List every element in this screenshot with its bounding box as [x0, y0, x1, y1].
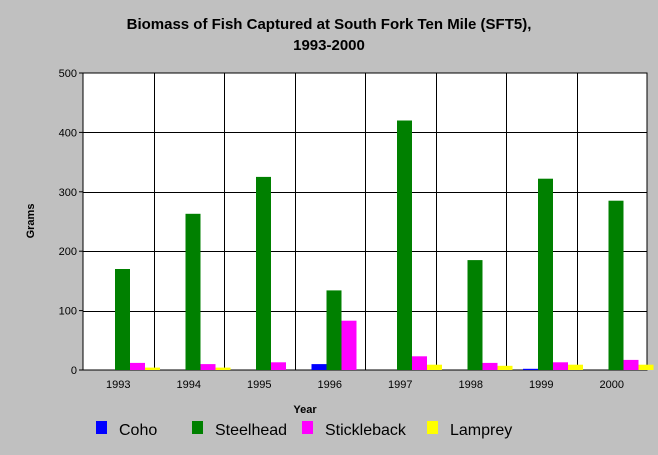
x-tick-label: 1998: [459, 379, 483, 391]
x-tick-label: 1999: [529, 379, 553, 391]
bar-stickleback: [412, 356, 427, 370]
x-tick-label: 1994: [177, 379, 201, 391]
y-tick-label: 100: [59, 306, 77, 318]
legend-label-stickleback: Stickleback: [325, 422, 407, 439]
bar-stickleback: [271, 362, 286, 370]
bar-coho: [523, 368, 538, 370]
x-tick-label: 1993: [106, 379, 130, 391]
bar-stickleback: [341, 320, 357, 370]
bar-steelhead: [326, 290, 342, 370]
x-tick-label: 1995: [247, 379, 271, 391]
y-tick-label: 200: [59, 246, 77, 258]
chart-title-line-2: 1993-2000: [293, 37, 365, 54]
x-tick-label: 1996: [318, 379, 342, 391]
bar-stickleback: [130, 362, 145, 370]
bar-steelhead: [115, 269, 130, 370]
bar-steelhead: [467, 260, 483, 370]
y-tick-label: 400: [59, 127, 77, 139]
x-tick-label: 1997: [388, 379, 412, 391]
legend-swatch-coho: [96, 421, 107, 434]
x-axis-title: Year: [293, 404, 317, 416]
y-tick-labels: 0 100 200 300 400 500: [59, 68, 83, 377]
bar-stickleback: [553, 362, 568, 370]
bar-stickleback: [482, 362, 498, 370]
bar-lamprey: [638, 364, 654, 370]
x-tick-label: 2000: [600, 379, 624, 391]
legend-label-lamprey: Lamprey: [450, 422, 512, 439]
legend-swatch-lamprey: [427, 421, 438, 434]
bar-stickleback: [200, 364, 216, 370]
bar-steelhead: [397, 120, 412, 370]
grid-lines: [83, 73, 647, 370]
bar-steelhead: [538, 178, 553, 370]
legend: Coho Steelhead Stickleback Lamprey: [96, 421, 512, 439]
bar-steelhead: [185, 213, 201, 370]
y-axis-title: Grams: [25, 204, 37, 239]
bar-lamprey: [497, 365, 513, 370]
bar-lamprey: [427, 364, 442, 370]
legend-label-coho: Coho: [119, 422, 157, 439]
legend-swatch-stickleback: [302, 421, 313, 434]
bar-lamprey: [215, 367, 231, 370]
bar-steelhead: [256, 176, 271, 370]
bar-stickleback: [623, 359, 639, 370]
x-tick-labels: 1993 1994 1995 1996 1997 1998 1999 2000: [106, 379, 624, 391]
bar-coho: [311, 364, 327, 370]
bar-lamprey: [145, 367, 160, 370]
y-tick-label: 300: [59, 187, 77, 199]
chart-title: Biomass of Fish Captured at South Fork T…: [0, 14, 658, 56]
bar-lamprey: [568, 364, 583, 370]
legend-label-steelhead: Steelhead: [215, 422, 287, 439]
legend-swatch-steelhead: [192, 421, 203, 434]
y-tick-label: 500: [59, 68, 77, 80]
bars: [115, 120, 654, 370]
chart-title-line-1: Biomass of Fish Captured at South Fork T…: [126, 16, 532, 33]
bar-steelhead: [608, 200, 624, 370]
y-tick-label: 0: [71, 365, 77, 377]
